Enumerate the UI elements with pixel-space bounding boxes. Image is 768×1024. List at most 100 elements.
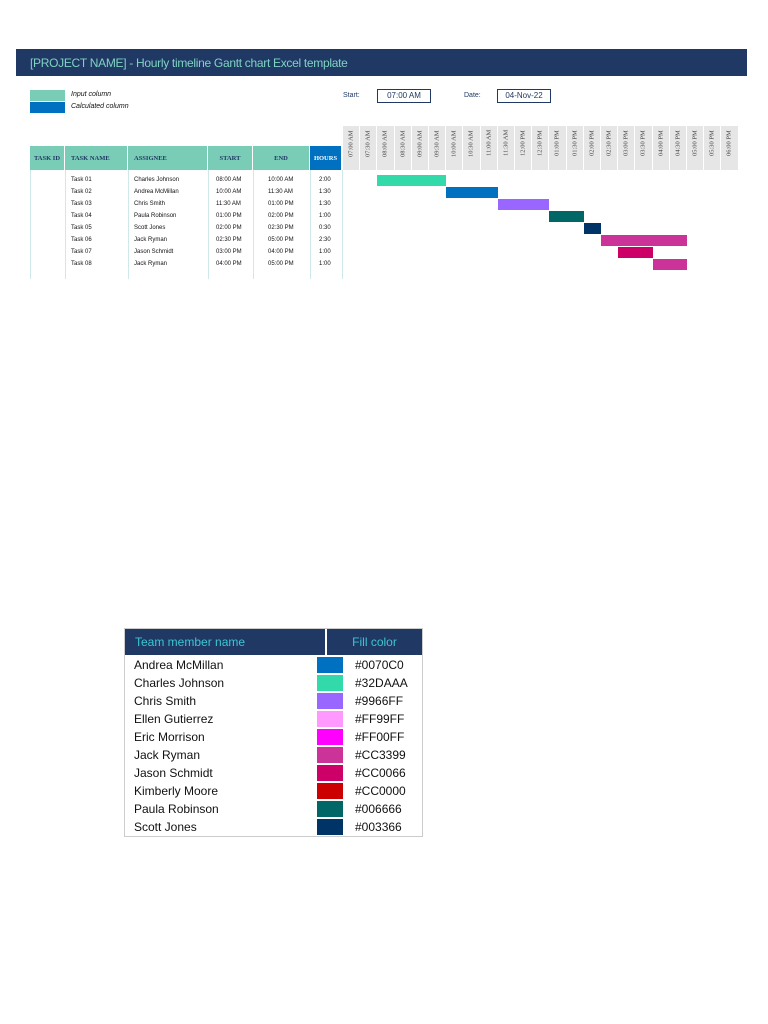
task-hours[interactable]: 1:00 [319,213,331,219]
task-hours[interactable]: 1:00 [319,261,331,267]
member-name: Ellen Gutierrez [134,712,214,726]
task-start[interactable]: 11:30 AM [216,201,241,207]
color-row: Scott Jones #003366 [125,818,422,836]
member-name: Paula Robinson [134,802,219,816]
task-end[interactable]: 05:00 PM [268,261,294,267]
start-time-input[interactable]: 07:00 AM [377,89,431,103]
task-assignee[interactable]: Charles Johnson [134,177,180,183]
member-name: Andrea McMillan [134,658,224,672]
column-divider [208,170,209,279]
task-assignee[interactable]: Jack Ryman [134,261,168,267]
timeline-slot: 09:00 AM [411,126,429,170]
start-label: Start: [343,92,360,99]
timeline-slot: 04:00 PM [652,126,670,170]
timeline-label: 04:00 PM [657,130,665,156]
task-hours[interactable]: 1:30 [319,189,331,195]
timeline-label: 12:00 PM [519,130,527,156]
color-row: Andrea McMillan #0070C0 [125,656,422,674]
timeline-slot: 07:30 AM [360,126,378,170]
task-hours[interactable]: 0:30 [319,225,331,231]
header-task-name: TASK NAME [65,146,128,170]
timeline-label: 03:30 PM [639,130,647,156]
color-swatch [317,801,343,817]
task-name[interactable]: Task 07 [71,249,92,255]
task-assignee[interactable]: Scott Jones [134,225,166,231]
timeline-slot: 02:30 PM [601,126,619,170]
task-hours[interactable]: 2:00 [319,177,331,183]
task-name[interactable]: Task 04 [71,213,92,219]
task-end[interactable]: 05:00 PM [268,237,294,243]
timeline-slot: 11:30 AM [497,126,515,170]
timeline-slot: 01:30 PM [566,126,584,170]
gantt-bar [377,175,447,186]
input-column-swatch [30,90,65,101]
color-hex: #9966FF [355,694,404,708]
task-end[interactable]: 10:00 AM [268,177,294,183]
task-end[interactable]: 01:00 PM [268,201,294,207]
task-name[interactable]: Task 01 [71,177,92,183]
timeline-slot: 06:00 PM [721,126,739,170]
task-name[interactable]: Task 06 [71,237,92,243]
timeline-label: 12:30 PM [536,130,544,156]
task-hours[interactable]: 2:30 [319,237,331,243]
timeline-slot: 05:30 PM [704,126,722,170]
task-assignee[interactable]: Jason Schmidt [134,249,174,255]
timeline-label: 11:30 AM [502,130,510,157]
date-input[interactable]: 04-Nov-22 [497,89,551,103]
color-row: Jack Ryman #CC3399 [125,746,422,764]
timeline-label: 08:30 AM [399,130,407,157]
timeline-label: 02:30 PM [605,130,613,156]
color-row: Chris Smith #9966FF [125,692,422,710]
task-assignee[interactable]: Andrea McMillan [134,189,179,195]
task-name[interactable]: Task 03 [71,201,92,207]
color-hex: #FF99FF [355,712,405,726]
task-end[interactable]: 02:00 PM [268,213,294,219]
task-start[interactable]: 02:00 PM [216,225,242,231]
task-hours[interactable]: 1:00 [319,249,331,255]
task-assignee[interactable]: Jack Ryman [134,237,168,243]
task-assignee[interactable]: Paula Robinson [134,213,177,219]
header-assignee: ASSIGNEE [128,146,208,170]
timeline-slot: 04:30 PM [669,126,687,170]
color-row: Paula Robinson #006666 [125,800,422,818]
gantt-bar [618,247,653,258]
timeline-label: 09:00 AM [416,130,424,157]
color-row: Ellen Gutierrez #FF99FF [125,710,422,728]
column-divider [253,170,254,279]
color-swatch [317,675,343,691]
timeline-slot: 03:30 PM [635,126,653,170]
gantt-bar [549,211,584,222]
task-name[interactable]: Task 08 [71,261,92,267]
member-name: Eric Morrison [134,730,205,744]
task-start[interactable]: 03:00 PM [216,249,242,255]
task-hours[interactable]: 1:30 [319,201,331,207]
column-divider [128,170,129,279]
task-name[interactable]: Task 02 [71,189,92,195]
timeline-label: 01:30 PM [571,130,579,156]
task-end[interactable]: 11:30 AM [268,189,293,195]
title-banner: [PROJECT NAME] - Hourly timeline Gantt c… [16,49,747,76]
header-member-name: Team member name [125,629,327,655]
gantt-bar [583,223,601,234]
task-start[interactable]: 08:00 AM [216,177,242,183]
timeline-slot: 10:00 AM [446,126,464,170]
timeline-label: 02:00 PM [588,130,596,156]
column-divider [310,170,311,279]
task-assignee[interactable]: Chris Smith [134,201,166,207]
member-name: Jason Schmidt [134,766,213,780]
color-swatch [317,819,343,835]
color-hex: #32DAAA [355,676,408,690]
task-start[interactable]: 10:00 AM [216,189,242,195]
task-name[interactable]: Task 05 [71,225,92,231]
timeline-label: 08:00 AM [381,130,389,157]
task-end[interactable]: 04:00 PM [268,249,294,255]
timeline-label: 10:00 AM [450,130,458,157]
timeline-slot: 09:30 AM [429,126,447,170]
timeline-label: 03:00 PM [622,130,630,156]
timeline-label: 09:30 AM [433,130,441,157]
page-title: [PROJECT NAME] - Hourly timeline Gantt c… [30,56,348,70]
task-end[interactable]: 02:30 PM [268,225,294,231]
task-start[interactable]: 02:30 PM [216,237,242,243]
task-start[interactable]: 04:00 PM [216,261,242,267]
task-start[interactable]: 01:00 PM [216,213,242,219]
